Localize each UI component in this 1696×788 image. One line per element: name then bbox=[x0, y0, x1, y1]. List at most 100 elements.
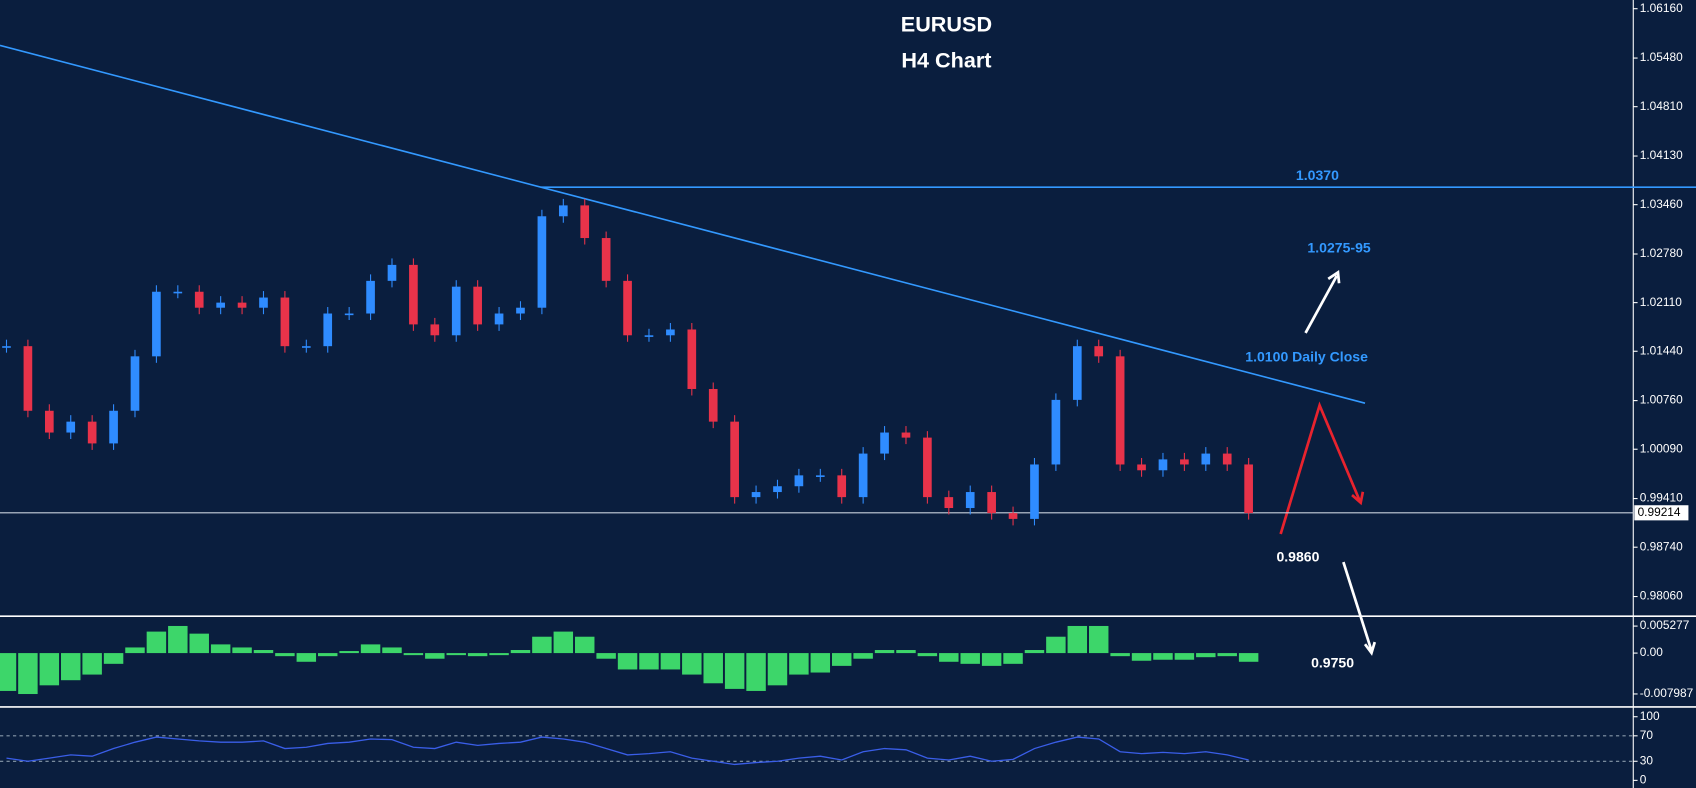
macd-bar bbox=[1131, 653, 1152, 661]
macd-bar bbox=[61, 653, 81, 681]
candle bbox=[987, 492, 996, 514]
candle bbox=[66, 421, 76, 433]
y-tick-label: 30 bbox=[1640, 753, 1654, 767]
candle bbox=[301, 346, 311, 348]
macd-bar bbox=[360, 644, 381, 654]
candle bbox=[1115, 356, 1125, 465]
macd-bar bbox=[532, 636, 552, 654]
candle bbox=[730, 421, 739, 498]
macd-bar bbox=[1217, 653, 1237, 657]
macd-bar bbox=[146, 631, 167, 654]
candle bbox=[1158, 459, 1168, 471]
candle bbox=[923, 437, 932, 498]
y-tick-label: 1.02780 bbox=[1640, 246, 1683, 260]
candle bbox=[644, 335, 654, 337]
candle bbox=[409, 264, 418, 325]
candle bbox=[837, 475, 847, 498]
macd-bar bbox=[489, 653, 509, 656]
candle bbox=[87, 421, 97, 444]
candle bbox=[751, 492, 761, 498]
candle bbox=[580, 205, 590, 239]
macd-bar bbox=[103, 653, 124, 664]
macd-bar bbox=[767, 653, 788, 686]
candle bbox=[237, 302, 247, 308]
macd-bar bbox=[1067, 625, 1088, 654]
macd-bar bbox=[275, 653, 295, 657]
candle bbox=[815, 475, 825, 477]
macd-bar bbox=[831, 653, 852, 666]
candle bbox=[1072, 346, 1082, 400]
candle bbox=[708, 388, 718, 422]
arrow-up bbox=[1304, 270, 1341, 334]
candle bbox=[537, 216, 547, 308]
candle bbox=[516, 307, 525, 314]
candle bbox=[1222, 453, 1232, 465]
chart-subtitle: H4 Chart bbox=[901, 47, 991, 72]
current-price-label: 0.99214 bbox=[1638, 505, 1681, 519]
daily-close-label: 1.0100 Daily Close bbox=[1245, 349, 1368, 365]
support-label: 0.9750 bbox=[1311, 654, 1354, 670]
macd-bar bbox=[853, 653, 873, 659]
macd-bar bbox=[724, 653, 745, 689]
macd-bar bbox=[1238, 653, 1259, 662]
candle bbox=[44, 410, 54, 433]
resistance-label: 1.0370 bbox=[1296, 167, 1339, 183]
macd-bar bbox=[639, 653, 659, 670]
candle bbox=[880, 432, 889, 454]
candle bbox=[323, 313, 333, 347]
candle bbox=[944, 497, 954, 509]
candle bbox=[216, 302, 225, 308]
candle bbox=[965, 492, 975, 509]
candle bbox=[344, 313, 354, 316]
macd-bar bbox=[682, 653, 702, 675]
macd-bar bbox=[746, 653, 766, 691]
macd-bar bbox=[446, 653, 466, 656]
macd-bar bbox=[1003, 653, 1023, 664]
y-tick-label: 1.04810 bbox=[1640, 99, 1683, 113]
rsi-line bbox=[6, 736, 1249, 766]
macd-bar bbox=[403, 653, 424, 656]
y-tick-label: 70 bbox=[1640, 728, 1654, 742]
macd-bar bbox=[189, 633, 209, 654]
macd-bar bbox=[874, 650, 895, 654]
macd-bar bbox=[339, 651, 359, 654]
macd-bar bbox=[1196, 653, 1216, 658]
support-label: 0.9860 bbox=[1276, 548, 1319, 564]
macd-bar bbox=[896, 650, 916, 654]
y-tick-label: 1.01440 bbox=[1640, 343, 1683, 357]
macd-bar bbox=[917, 653, 938, 657]
macd-bar bbox=[0, 653, 17, 691]
macd-bar bbox=[253, 650, 274, 654]
macd-bar bbox=[574, 636, 595, 654]
macd-bar bbox=[510, 650, 531, 654]
macd-bar bbox=[703, 653, 723, 684]
candle bbox=[1244, 464, 1253, 514]
macd-bar bbox=[1046, 636, 1066, 654]
macd-bar bbox=[960, 653, 980, 664]
candle bbox=[773, 486, 782, 493]
y-tick-label: 1.06160 bbox=[1640, 1, 1683, 15]
candle bbox=[1137, 464, 1146, 471]
macd-bar bbox=[617, 653, 638, 670]
candle bbox=[152, 291, 161, 357]
candle bbox=[1180, 459, 1189, 465]
trend-line bbox=[0, 44, 1366, 404]
y-tick-label: 1.04130 bbox=[1640, 148, 1683, 162]
candle bbox=[1051, 399, 1061, 465]
candle bbox=[623, 280, 632, 336]
arrow-down bbox=[1342, 561, 1377, 656]
candle bbox=[473, 286, 482, 325]
y-tick-label: 1.02110 bbox=[1640, 295, 1682, 309]
y-tick-label: 1.00090 bbox=[1640, 441, 1683, 455]
scenario-arrows bbox=[1279, 270, 1377, 656]
macd-bar bbox=[939, 653, 959, 662]
candle bbox=[601, 238, 611, 281]
macd-bar bbox=[425, 653, 445, 659]
macd-bar bbox=[168, 625, 188, 654]
y-tick-label: 0.99410 bbox=[1640, 491, 1683, 505]
chart-title: EURUSD bbox=[901, 12, 992, 37]
candle bbox=[1094, 346, 1104, 357]
